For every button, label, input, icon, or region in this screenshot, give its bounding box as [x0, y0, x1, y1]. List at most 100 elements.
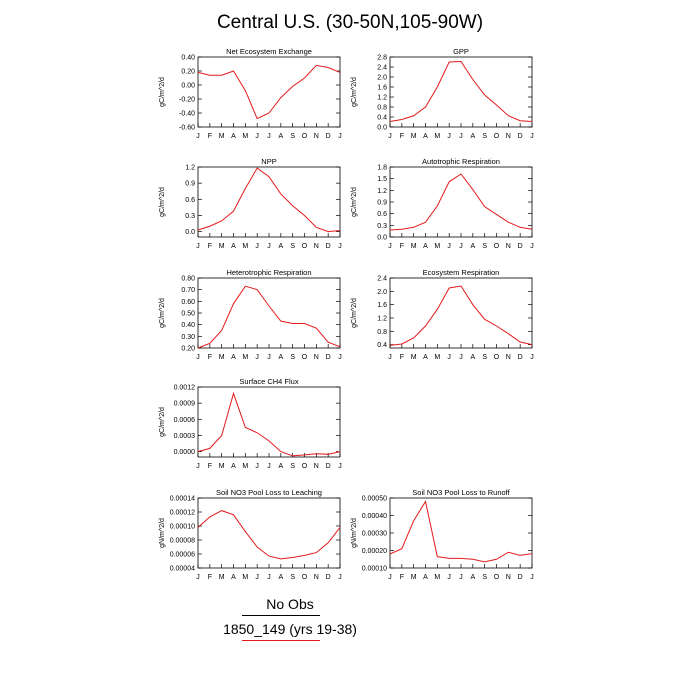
y-axis-label: gC/m^2/d [351, 298, 358, 328]
panel-title: Soil NO3 Pool Loss to Runoff [412, 488, 510, 497]
x-tick-label: F [400, 574, 404, 581]
x-tick-label: M [411, 133, 417, 140]
y-tick-label: 0.00004 [170, 566, 195, 573]
x-tick-label: O [494, 354, 500, 361]
x-tick-label: D [326, 133, 331, 140]
y-tick-label: 0.0000 [174, 449, 196, 456]
x-tick-label: A [278, 354, 283, 361]
x-tick-label: J [255, 243, 258, 250]
x-tick-label: J [267, 354, 271, 361]
x-tick-label: M [434, 574, 440, 581]
y-tick-label: 0.00040 [362, 513, 387, 520]
x-tick-label: F [208, 243, 212, 250]
series-line [389, 60, 533, 122]
y-tick-label: 0.8 [377, 329, 387, 336]
x-tick-label: S [482, 133, 487, 140]
plot-frame [389, 166, 533, 238]
x-tick-label: A [231, 133, 236, 140]
y-tick-label: 2.0 [377, 289, 387, 296]
x-tick-label: O [494, 243, 500, 250]
y-tick-label: 0.00012 [170, 510, 195, 517]
panel-ecosystem-respiration: Ecosystem Respiration2.42.01.61.20.80.4J… [351, 268, 534, 361]
x-tick-label: J [388, 133, 392, 140]
x-tick-label: J [338, 243, 342, 250]
y-tick-label: 0.8 [377, 105, 387, 112]
x-tick-label: O [302, 243, 308, 250]
panel-surface-ch4-flux: Surface CH4 Flux 0.0012 0.0009 0.0006 0.0003… [159, 377, 342, 470]
legend-model-line [242, 640, 320, 641]
x-tick-label: J [267, 133, 271, 140]
x-tick-label: J [196, 133, 200, 140]
y-tick-label: 1.2 [377, 316, 387, 323]
x-tick-label: N [506, 574, 511, 581]
y-tick-label: 2.4 [377, 276, 387, 283]
y-tick-label: 0.70 [181, 287, 195, 294]
y-tick-label: 0.00020 [362, 548, 387, 555]
x-tick-label: J [338, 354, 342, 361]
y-tick-label: 0.3 [185, 213, 195, 220]
y-tick-label: 0.0 [377, 235, 387, 242]
x-tick-label: N [314, 243, 319, 250]
x-tick-label: J [338, 133, 342, 140]
y-tick-label: 0.0 [377, 125, 387, 132]
y-tick-label: 1.6 [377, 302, 387, 309]
x-tick-label: O [302, 574, 308, 581]
x-tick-label: N [506, 243, 511, 250]
x-tick-label: N [314, 354, 319, 361]
x-tick-label: J [447, 354, 451, 361]
x-tick-label: A [423, 243, 428, 250]
panel-title: GPP [453, 47, 469, 56]
x-tick-label: M [411, 574, 417, 581]
x-tick-label: N [314, 133, 319, 140]
x-tick-label: S [290, 354, 295, 361]
panel-autotrophic-respiration: Autotrophic Respiration 1.8 1.5 1.2 0.9 0.6 0.… [351, 157, 534, 250]
y-tick-label: 0.00010 [170, 524, 195, 531]
x-tick-label: D [518, 243, 523, 250]
x-tick-label: A [231, 574, 236, 581]
x-tick-label: D [518, 133, 523, 140]
x-tick-label: A [231, 243, 236, 250]
series-line [389, 285, 533, 346]
figure-title: Central U.S. (30-50N,105-90W) [216, 12, 484, 33]
y-tick-label: 0.50 [181, 311, 195, 318]
x-tick-label: A [470, 574, 475, 581]
y-tick-label: 0.30 [181, 334, 195, 341]
x-tick-label: J [255, 574, 258, 581]
legend-model-label: 1850_149 (yrs 19-38) [223, 621, 357, 637]
x-tick-label: J [459, 574, 463, 581]
x-tick-label: J [338, 574, 342, 581]
panel-title: Heterotrophic Respiration [226, 268, 311, 277]
y-axis-label: gN/m^2/d [159, 518, 166, 548]
x-tick-label: A [423, 133, 428, 140]
series-line [197, 64, 341, 120]
y-tick-label: 0.0012 [174, 385, 196, 392]
y-tick-label: 0.00 [181, 83, 195, 90]
y-tick-label: 0.4 [377, 342, 387, 349]
y-tick-label: 0.4 [377, 115, 387, 122]
y-tick-label: 0.40 [181, 322, 195, 329]
x-tick-label: O [494, 574, 500, 581]
x-tick-label: M [242, 354, 248, 361]
y-axis-label: gN/m^2/d [351, 518, 358, 548]
panel-title: Autotrophic Respiration [422, 157, 500, 166]
x-tick-label: M [411, 354, 417, 361]
x-tick-label: J [255, 354, 258, 361]
x-tick-label: F [208, 354, 212, 361]
x-tick-label: J [267, 463, 271, 470]
x-tick-label: J [530, 133, 534, 140]
y-axis-label: gC/m^2/d [351, 187, 358, 217]
x-tick-label: M [219, 463, 225, 470]
x-tick-label: F [400, 133, 404, 140]
y-tick-label: 0.0006 [174, 417, 196, 424]
x-tick-label: J [530, 574, 534, 581]
panel-title: Soil NO3 Pool Loss to Leaching [216, 488, 322, 497]
y-axis-label: gC/m^2/d [159, 298, 166, 328]
y-tick-label: 0.0009 [174, 401, 196, 408]
x-tick-label: D [518, 574, 523, 581]
x-tick-label: M [242, 133, 248, 140]
x-tick-label: J [459, 243, 463, 250]
series-line [389, 500, 533, 563]
x-tick-label: A [278, 243, 283, 250]
series-line [197, 391, 341, 457]
